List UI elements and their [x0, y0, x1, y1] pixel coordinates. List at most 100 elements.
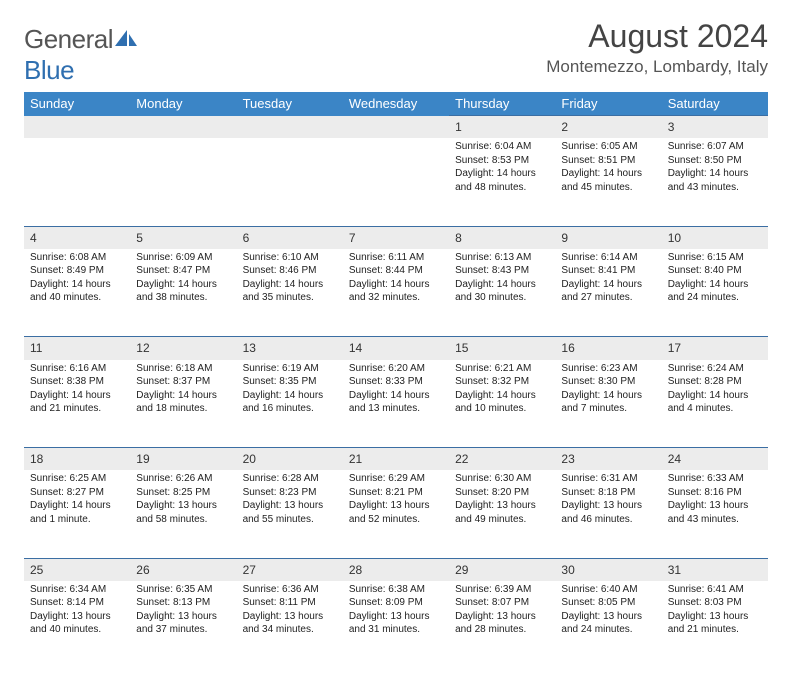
sunset-line: Sunset: 8:35 PM	[243, 375, 337, 389]
brand-part1: General	[24, 24, 113, 54]
sunrise-line: Sunrise: 6:30 AM	[455, 472, 549, 486]
day-info: Sunrise: 6:33 AMSunset: 8:16 PMDaylight:…	[662, 470, 768, 558]
sunset-line: Sunset: 8:25 PM	[136, 486, 230, 500]
daylight-line: Daylight: 14 hours and 21 minutes.	[30, 389, 124, 416]
month-title: August 2024	[546, 18, 768, 55]
daylight-line: Daylight: 14 hours and 16 minutes.	[243, 389, 337, 416]
location: Montemezzo, Lombardy, Italy	[546, 57, 768, 77]
day-number: 16	[555, 337, 661, 360]
daylight-line: Daylight: 13 hours and 46 minutes.	[561, 499, 655, 526]
daylight-line: Daylight: 14 hours and 27 minutes.	[561, 278, 655, 305]
sunrise-line: Sunrise: 6:28 AM	[243, 472, 337, 486]
day-number: 25	[24, 558, 130, 581]
day-info	[237, 138, 343, 226]
sunrise-line: Sunrise: 6:05 AM	[561, 140, 655, 154]
sunset-line: Sunset: 8:23 PM	[243, 486, 337, 500]
day-info: Sunrise: 6:10 AMSunset: 8:46 PMDaylight:…	[237, 249, 343, 337]
weekday-header: Saturday	[662, 92, 768, 116]
daylight-line: Daylight: 14 hours and 10 minutes.	[455, 389, 549, 416]
day-info: Sunrise: 6:31 AMSunset: 8:18 PMDaylight:…	[555, 470, 661, 558]
daylight-line: Daylight: 14 hours and 18 minutes.	[136, 389, 230, 416]
sunset-line: Sunset: 8:37 PM	[136, 375, 230, 389]
sunset-line: Sunset: 8:16 PM	[668, 486, 762, 500]
day-info: Sunrise: 6:23 AMSunset: 8:30 PMDaylight:…	[555, 360, 661, 448]
daylight-line: Daylight: 14 hours and 24 minutes.	[668, 278, 762, 305]
sunrise-line: Sunrise: 6:39 AM	[455, 583, 549, 597]
info-row: Sunrise: 6:08 AMSunset: 8:49 PMDaylight:…	[24, 249, 768, 337]
brand-part2: Blue	[24, 55, 74, 85]
daylight-line: Daylight: 14 hours and 13 minutes.	[349, 389, 443, 416]
sunrise-line: Sunrise: 6:31 AM	[561, 472, 655, 486]
day-info: Sunrise: 6:25 AMSunset: 8:27 PMDaylight:…	[24, 470, 130, 558]
day-number: 19	[130, 448, 236, 471]
weekday-header: Sunday	[24, 92, 130, 116]
daynum-row: 11121314151617	[24, 337, 768, 360]
daylight-line: Daylight: 14 hours and 43 minutes.	[668, 167, 762, 194]
daylight-line: Daylight: 13 hours and 52 minutes.	[349, 499, 443, 526]
day-number: 10	[662, 226, 768, 249]
sunset-line: Sunset: 8:38 PM	[30, 375, 124, 389]
sunset-line: Sunset: 8:13 PM	[136, 596, 230, 610]
day-info	[24, 138, 130, 226]
day-number: 13	[237, 337, 343, 360]
day-info: Sunrise: 6:41 AMSunset: 8:03 PMDaylight:…	[662, 581, 768, 669]
calendar-page: GeneralBlue August 2024 Montemezzo, Lomb…	[0, 0, 792, 687]
calendar-table: SundayMondayTuesdayWednesdayThursdayFrid…	[24, 92, 768, 669]
sunset-line: Sunset: 8:44 PM	[349, 264, 443, 278]
daylight-line: Daylight: 13 hours and 21 minutes.	[668, 610, 762, 637]
weekday-header: Wednesday	[343, 92, 449, 116]
sunrise-line: Sunrise: 6:41 AM	[668, 583, 762, 597]
daylight-line: Daylight: 14 hours and 45 minutes.	[561, 167, 655, 194]
info-row: Sunrise: 6:04 AMSunset: 8:53 PMDaylight:…	[24, 138, 768, 226]
day-info: Sunrise: 6:09 AMSunset: 8:47 PMDaylight:…	[130, 249, 236, 337]
day-number: 28	[343, 558, 449, 581]
sunset-line: Sunset: 8:03 PM	[668, 596, 762, 610]
sunset-line: Sunset: 8:41 PM	[561, 264, 655, 278]
sunset-line: Sunset: 8:18 PM	[561, 486, 655, 500]
day-number: 29	[449, 558, 555, 581]
sunset-line: Sunset: 8:05 PM	[561, 596, 655, 610]
day-number: 30	[555, 558, 661, 581]
day-info: Sunrise: 6:38 AMSunset: 8:09 PMDaylight:…	[343, 581, 449, 669]
sunset-line: Sunset: 8:43 PM	[455, 264, 549, 278]
daylight-line: Daylight: 13 hours and 24 minutes.	[561, 610, 655, 637]
day-number: 18	[24, 448, 130, 471]
sunrise-line: Sunrise: 6:16 AM	[30, 362, 124, 376]
day-info: Sunrise: 6:05 AMSunset: 8:51 PMDaylight:…	[555, 138, 661, 226]
day-number: 12	[130, 337, 236, 360]
sunset-line: Sunset: 8:40 PM	[668, 264, 762, 278]
brand-logo: GeneralBlue	[24, 24, 139, 86]
day-info: Sunrise: 6:19 AMSunset: 8:35 PMDaylight:…	[237, 360, 343, 448]
sunset-line: Sunset: 8:49 PM	[30, 264, 124, 278]
day-number: 1	[449, 116, 555, 139]
sunrise-line: Sunrise: 6:19 AM	[243, 362, 337, 376]
weekday-row: SundayMondayTuesdayWednesdayThursdayFrid…	[24, 92, 768, 116]
day-info: Sunrise: 6:26 AMSunset: 8:25 PMDaylight:…	[130, 470, 236, 558]
day-number: 11	[24, 337, 130, 360]
day-number: 6	[237, 226, 343, 249]
daylight-line: Daylight: 13 hours and 58 minutes.	[136, 499, 230, 526]
day-info: Sunrise: 6:39 AMSunset: 8:07 PMDaylight:…	[449, 581, 555, 669]
sunset-line: Sunset: 8:09 PM	[349, 596, 443, 610]
day-info: Sunrise: 6:34 AMSunset: 8:14 PMDaylight:…	[24, 581, 130, 669]
header: GeneralBlue August 2024 Montemezzo, Lomb…	[24, 18, 768, 86]
sunrise-line: Sunrise: 6:24 AM	[668, 362, 762, 376]
day-info: Sunrise: 6:28 AMSunset: 8:23 PMDaylight:…	[237, 470, 343, 558]
daynum-row: 123	[24, 116, 768, 139]
sunset-line: Sunset: 8:07 PM	[455, 596, 549, 610]
day-info: Sunrise: 6:40 AMSunset: 8:05 PMDaylight:…	[555, 581, 661, 669]
day-info: Sunrise: 6:16 AMSunset: 8:38 PMDaylight:…	[24, 360, 130, 448]
day-number: 14	[343, 337, 449, 360]
calendar-head: SundayMondayTuesdayWednesdayThursdayFrid…	[24, 92, 768, 116]
day-number: 27	[237, 558, 343, 581]
brand-name: GeneralBlue	[24, 24, 139, 86]
day-number: 31	[662, 558, 768, 581]
day-number	[237, 116, 343, 139]
sail-icon	[113, 28, 139, 48]
sunrise-line: Sunrise: 6:11 AM	[349, 251, 443, 265]
day-number: 15	[449, 337, 555, 360]
day-number: 5	[130, 226, 236, 249]
day-info: Sunrise: 6:13 AMSunset: 8:43 PMDaylight:…	[449, 249, 555, 337]
daynum-row: 18192021222324	[24, 448, 768, 471]
info-row: Sunrise: 6:25 AMSunset: 8:27 PMDaylight:…	[24, 470, 768, 558]
